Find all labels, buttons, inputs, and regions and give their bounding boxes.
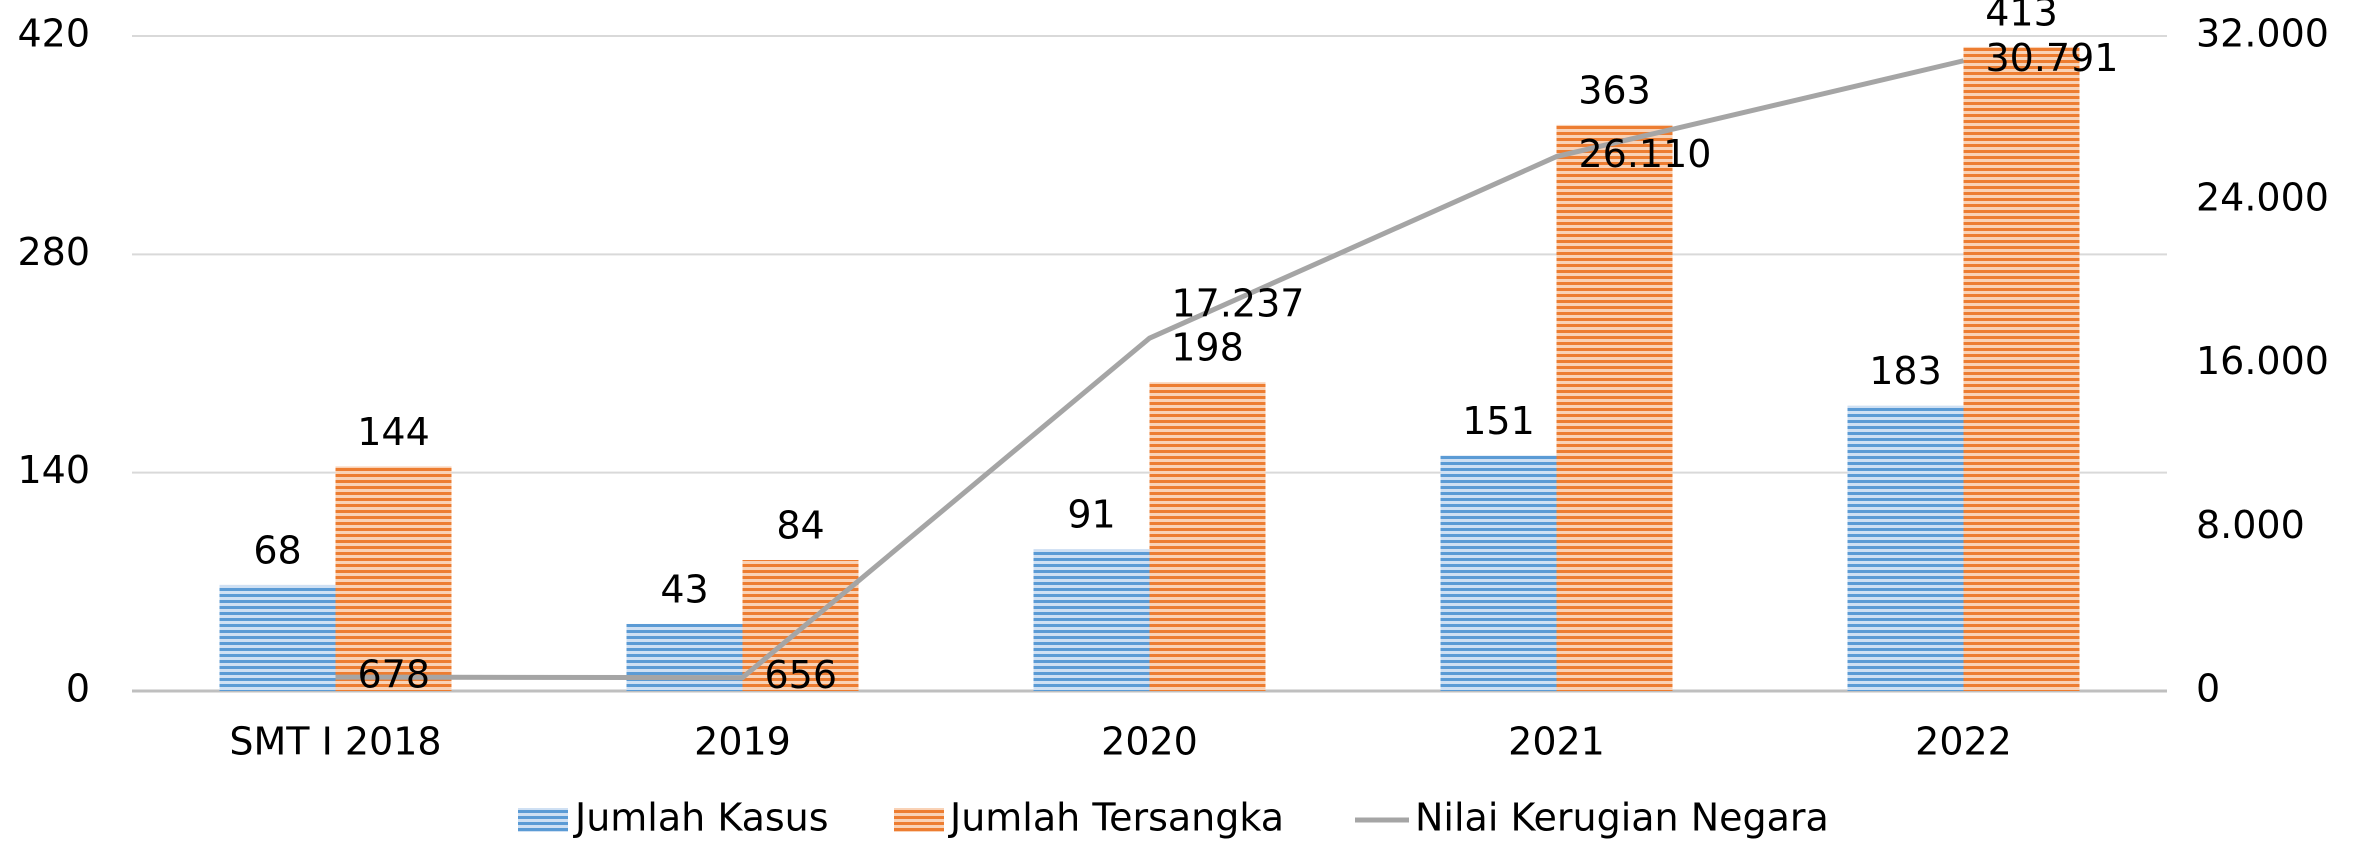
data-label: 413: [1985, 0, 2058, 34]
bar: [335, 466, 452, 691]
data-label: 68: [253, 528, 301, 572]
line-data-label: 656: [765, 653, 838, 697]
bar: [1440, 455, 1557, 691]
data-label: 198: [1171, 326, 1244, 370]
data-label: 91: [1067, 493, 1115, 537]
x-tick-label: SMT I 2018: [229, 720, 441, 764]
x-tick-label: 2019: [694, 720, 791, 764]
data-label: 363: [1578, 68, 1651, 112]
bar: [1556, 124, 1673, 691]
x-tick-label: 2022: [1915, 720, 2012, 764]
legend-label: Nilai Kerugian Negara: [1415, 796, 1829, 840]
bar: [1963, 46, 2080, 691]
x-tick-label: 2021: [1508, 720, 1605, 764]
legend-swatch: [894, 808, 944, 832]
y-tick-label: 140: [17, 448, 90, 492]
line: [335, 58, 1965, 681]
legend-label: Jumlah Kasus: [573, 796, 829, 840]
y2-tick-label: 32.000: [2196, 12, 2329, 56]
y2-tick-label: 0: [2196, 667, 2220, 711]
bar: [626, 623, 743, 691]
bar: [1033, 549, 1150, 691]
bar: [1149, 382, 1266, 691]
legend-swatch: [518, 808, 568, 832]
bar: [742, 560, 859, 691]
legend-label: Jumlah Tersangka: [948, 796, 1284, 840]
y-tick-label: 280: [17, 230, 90, 274]
line-data-label: 30.791: [1986, 36, 2119, 80]
line-data-label: 678: [358, 653, 431, 697]
y2-tick-label: 16.000: [2196, 339, 2329, 383]
data-label: 43: [660, 567, 708, 611]
x-tick-label: 2020: [1101, 720, 1198, 764]
bar: [219, 584, 336, 691]
y2-tick-label: 8.000: [2196, 503, 2305, 547]
bar: [1847, 405, 1964, 691]
data-label: 183: [1869, 349, 1942, 393]
y-tick-label: 0: [66, 667, 90, 711]
data-label: 151: [1462, 399, 1535, 443]
line-data-label: 26.110: [1579, 132, 1712, 176]
y-tick-label: 420: [17, 12, 90, 56]
data-label: 144: [357, 410, 430, 454]
line-data-label: 17.237: [1172, 282, 1305, 326]
data-label: 84: [776, 504, 824, 548]
y2-tick-label: 24.000: [2196, 175, 2329, 219]
